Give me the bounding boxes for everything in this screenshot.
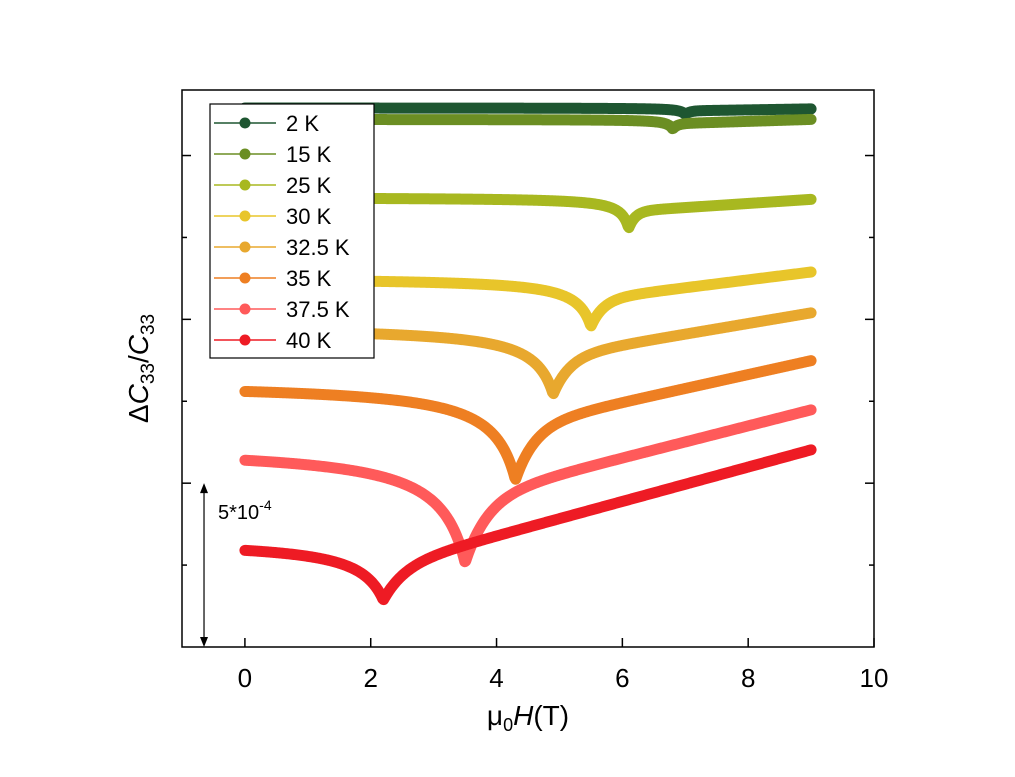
x-label-mu: μ (487, 700, 503, 731)
x-tick-label: 0 (238, 663, 252, 693)
scale-bar-label: 5*10-4 (218, 497, 272, 524)
legend-marker (239, 210, 251, 222)
legend-marker (239, 241, 251, 253)
legend-label: 30 K (286, 204, 332, 229)
series-line-40-K (239, 444, 817, 606)
plot-frame (181, 89, 875, 648)
scale-bar-arrow-down (200, 637, 209, 647)
legend-label: 40 K (286, 328, 332, 353)
legend: 2 K 15 K 25 K 30 K 32.5 K 35 K 37.5 K 40 K (209, 103, 375, 359)
x-tick-label: 8 (741, 663, 755, 693)
legend-label: 2 K (286, 111, 319, 136)
legend-box (209, 103, 375, 359)
legend-label: 25 K (286, 173, 332, 198)
y-label-delta: Δ (123, 404, 154, 423)
legend-label: 15 K (286, 142, 332, 167)
legend-label: 35 K (286, 266, 332, 291)
x-axis-label: μ0H(T) (487, 700, 569, 735)
legend-marker (239, 148, 251, 160)
x-tick-label: 2 (363, 663, 377, 693)
x-tick-label: 6 (615, 663, 629, 693)
y-label-slash: / (123, 355, 154, 363)
scale-bar (200, 483, 209, 647)
x-tick-label: 10 (860, 663, 889, 693)
scale-bar-arrow-up (200, 483, 209, 494)
legend-label: 37.5 K (286, 297, 350, 322)
x-tick-label: 4 (489, 663, 503, 693)
y-label-sub2: 33 (138, 314, 159, 335)
x-label-sub: 0 (503, 715, 513, 735)
legend-marker (239, 179, 251, 191)
legend-marker (239, 303, 251, 315)
legend-label: 32.5 K (286, 235, 350, 260)
y-label-sub1: 33 (138, 363, 159, 384)
series-line-37-5-K (239, 404, 817, 568)
y-label-c1: C (123, 383, 154, 404)
scale-bar-exp: -4 (259, 497, 272, 513)
y-label-c2: C (123, 334, 154, 355)
legend-marker (239, 272, 251, 284)
x-label-unit: (T) (533, 700, 569, 731)
legend-marker (239, 117, 251, 129)
legend-marker (239, 334, 251, 346)
ticks-layer: 0 2 4 6 8 10 (182, 154, 889, 693)
series-line-35-K (239, 355, 817, 485)
scale-bar-base: 5*10 (218, 502, 259, 524)
y-axis-label: ΔC33/C33 (123, 314, 159, 423)
x-label-var: H (513, 700, 534, 731)
